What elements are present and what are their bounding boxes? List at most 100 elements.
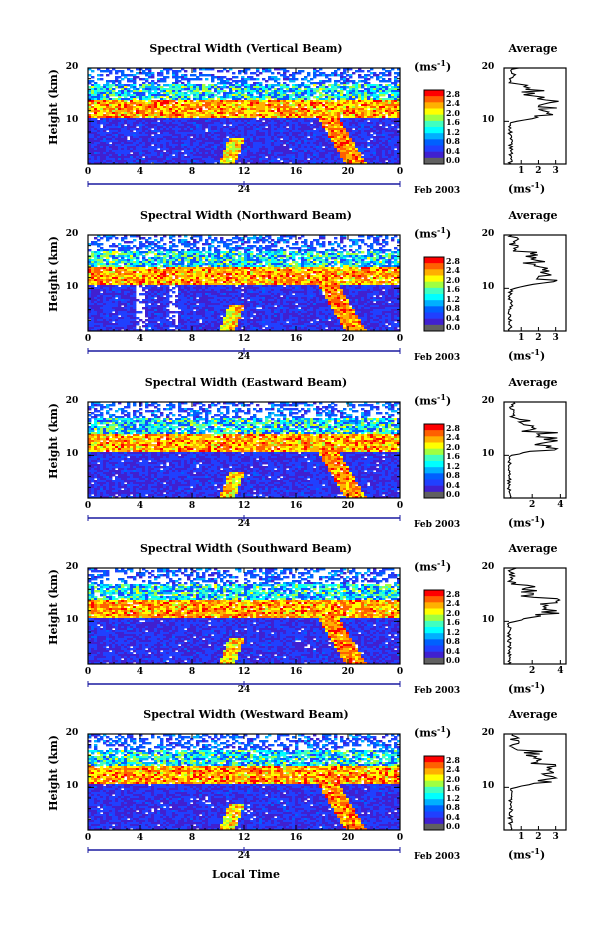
heatmap-cell [208,140,212,143]
heatmap-cell [304,134,308,137]
heatmap-cell [364,82,368,85]
heatmap-cell [334,130,338,133]
heatmap-cell [304,152,308,155]
heatmap-cell [301,136,305,139]
heatmap-cell [235,108,239,111]
heatmap-cell [97,84,101,87]
heatmap-cell [112,158,116,161]
heatmap-cell [313,150,317,153]
heatmap-cell [253,102,257,105]
heatmap-cell [232,132,236,135]
heatmap-cell [139,108,143,111]
heatmap-cell [241,88,245,91]
heatmap-cell [343,124,347,127]
heatmap-cell [361,120,365,123]
heatmap-cell [304,126,308,129]
heatmap-cell [154,148,158,151]
heatmap-cell [139,158,143,161]
heatmap-cell [139,110,143,113]
heatmap-cell [283,82,287,85]
heatmap-cell [190,251,194,254]
heatmap-cell [106,138,110,141]
heatmap-cell [367,104,371,107]
heatmap-cell [367,82,371,85]
heatmap-cell [253,118,257,121]
heatmap-cell [181,160,185,163]
heatmap-cell [295,88,299,91]
heatmap-cell [217,245,221,248]
heatmap-cell [130,86,134,89]
heatmap-cell [334,253,338,256]
heatmap-cell [229,148,233,151]
heatmap-cell [139,237,143,240]
heatmap-cell [331,150,335,153]
heatmap-cell [139,253,143,256]
heatmap-cell [289,112,293,115]
heatmap-cell [307,84,311,87]
heatmap-cell [139,94,143,97]
heatmap-cell [259,134,263,137]
heatmap-cell [316,239,320,242]
heatmap-cell [379,132,383,135]
colorbar-tick-label: 1.2 [446,127,460,137]
heatmap-cell [187,136,191,139]
heatmap-cell [142,251,146,254]
heatmap-cell [139,142,143,145]
heatmap-cell [289,235,293,238]
beam-panel: Spectral Width (Vertical Beam) Average Hei… [0,42,616,208]
heatmap-cell [337,152,341,155]
heatmap-cell [349,88,353,91]
heatmap-cell [112,245,116,248]
heatmap-cell [166,150,170,153]
heatmap-cell [145,136,149,139]
heatmap-cell [115,130,119,133]
heatmap-cell [382,245,386,248]
heatmap-cell [127,160,131,163]
heatmap-cell [295,130,299,133]
heatmap-cell [391,68,395,71]
heatmap-cell [283,128,287,131]
heatmap-cell [346,128,350,131]
heatmap-cell [268,249,272,252]
heatmap-cell [382,241,386,244]
heatmap-cell [250,122,254,125]
heatmap-cell [346,98,350,101]
heatmap-cell [376,162,380,165]
heatmap-cell [397,140,401,143]
heatmap-cell [292,78,296,81]
heatmap-cell [169,142,173,145]
heatmap-cell [265,132,269,135]
heatmap-cell [148,114,152,117]
heatmap-cell [265,142,269,145]
heatmap-cell [208,138,212,141]
heatmap-cell [394,140,398,143]
heatmap-cell [319,237,323,240]
heatmap-cell [259,162,263,165]
heatmap-cell [190,74,194,77]
heatmap-cell [385,106,389,109]
heatmap-cell [226,130,230,133]
heatmap-cell [154,142,158,145]
heatmap-cell [220,156,224,159]
heatmap-cell [343,78,347,81]
heatmap-cell [139,104,143,107]
heatmap-cell [154,82,158,85]
heatmap-cell [229,156,233,159]
heatmap-cell [211,68,215,71]
heatmap-cell [88,98,92,101]
avg-x-tick-label: 2 [526,166,550,176]
heatmap-cell [154,124,158,127]
heatmap-cell [298,152,302,155]
heatmap-cell [292,122,296,125]
heatmap-cell [196,136,200,139]
heatmap-cell [277,146,281,149]
heatmap-cell [217,96,221,99]
heatmap-cell [382,156,386,159]
heatmap-cell [127,162,131,165]
heatmap-cell [334,142,338,145]
heatmap-cell [169,128,173,131]
heatmap-cell [244,82,248,85]
heatmap-cell [292,150,296,153]
heatmap-cell [103,148,107,151]
heatmap-cell [283,118,287,121]
